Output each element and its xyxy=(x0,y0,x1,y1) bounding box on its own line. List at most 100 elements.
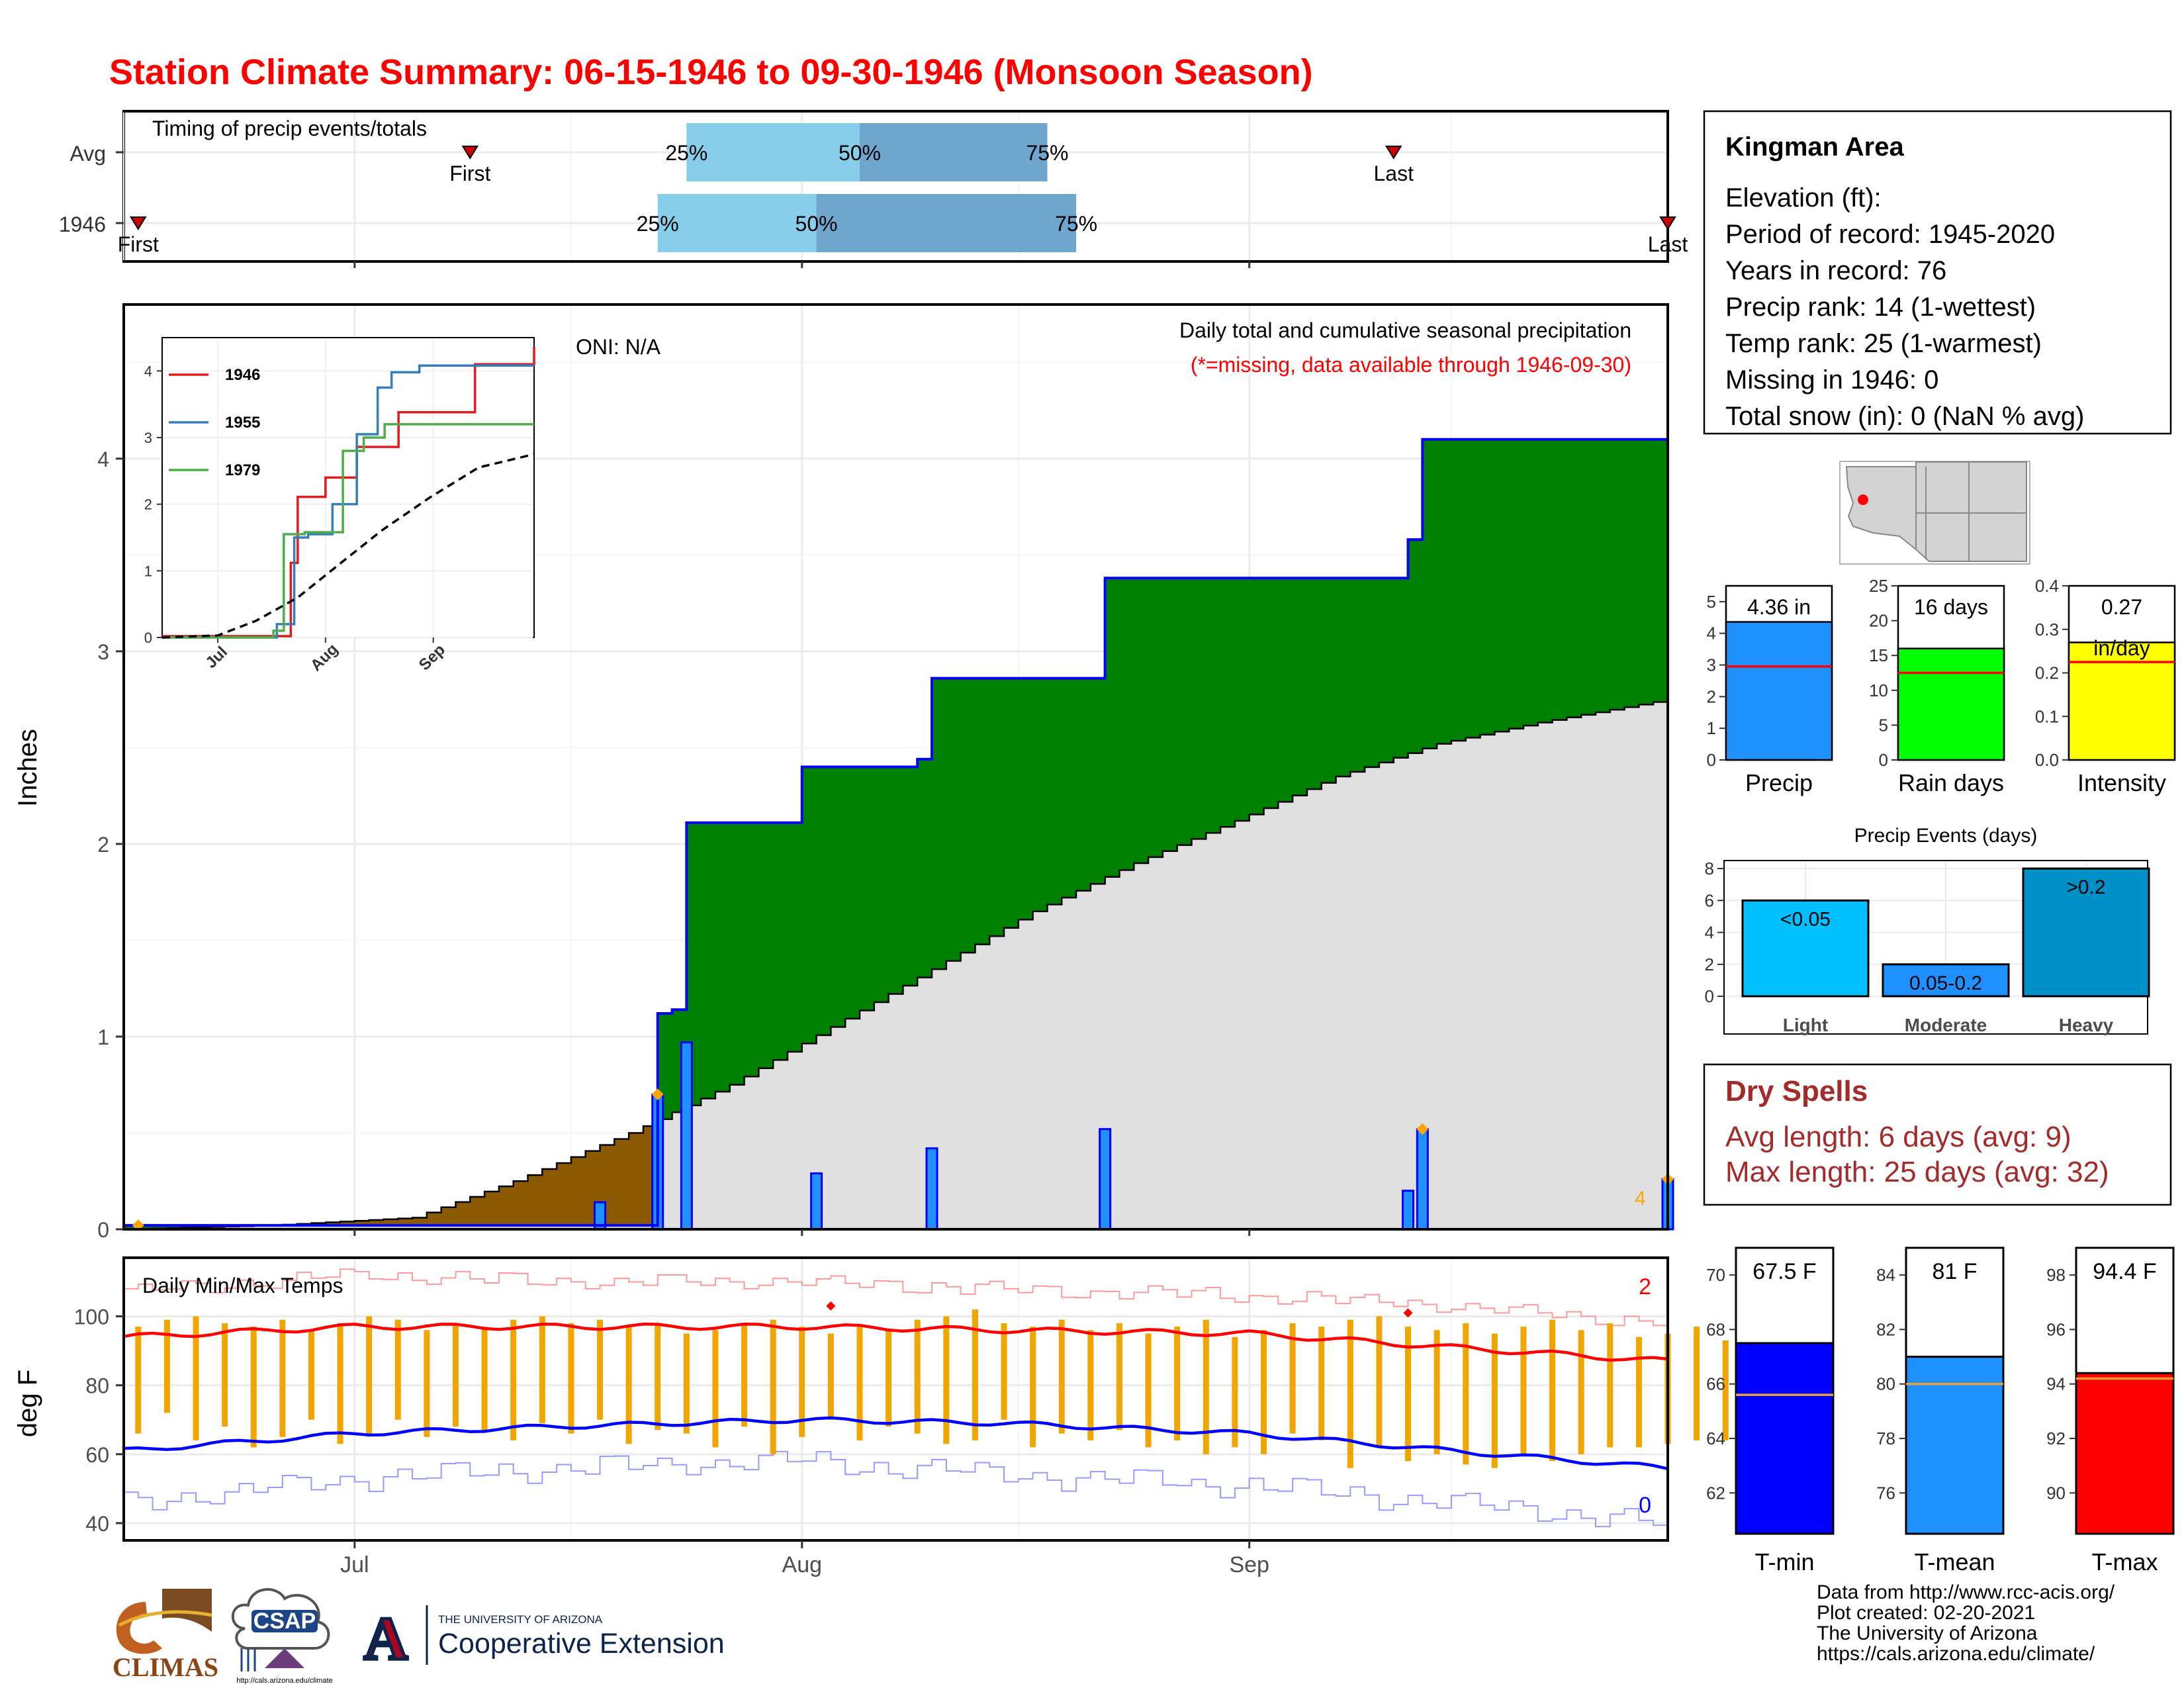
events-y-tick-label: 2 xyxy=(1705,955,1714,974)
page-title: Station Climate Summary: 06-15-1946 to 0… xyxy=(109,52,1313,92)
temp-bar-label: T-mean xyxy=(1914,1548,1995,1575)
summary-bar-y-tick-label: 5 xyxy=(1707,592,1716,612)
southwest-states-map xyxy=(1845,461,2027,562)
timing-p25-label: 25% xyxy=(665,141,707,165)
temp-y-tick-label: 100 xyxy=(74,1305,109,1329)
temp-bar-value-label: 94.4 F xyxy=(2093,1259,2156,1284)
daily-temp-range-bar xyxy=(1203,1319,1209,1454)
last-event-marker xyxy=(1385,146,1402,160)
summary-bar-y-tick-label: 20 xyxy=(1869,611,1888,631)
timing-iqr-upper xyxy=(816,194,1077,252)
timing-iqr-upper xyxy=(859,123,1048,181)
temp-bar-y-tick-label: 94 xyxy=(2046,1374,2066,1394)
temp-y-tick-label: 80 xyxy=(85,1374,109,1398)
summary-bar-y-tick-label: 3 xyxy=(1707,655,1716,675)
summary-bar-y-tick-label: 2 xyxy=(1707,686,1716,706)
last-event-label: Last xyxy=(1373,162,1414,185)
daily-temp-range-bar xyxy=(1694,1327,1700,1440)
summary-bar-y-tick-label: 1 xyxy=(1707,718,1716,738)
daily-precip-bar xyxy=(680,1041,693,1231)
precip-events-chart: Precip Events (days) 0 2 4 6 8 <0.05 Light 0.05… xyxy=(1705,825,2150,1035)
temp-bar-y-tick-label: 98 xyxy=(2046,1265,2066,1285)
summary-bar-rain_days: 0 5 10 15 20 25 16 days Rain days xyxy=(1869,576,2005,796)
info-precip-rank: Precip rank: 14 (1-wettest) xyxy=(1725,293,2036,322)
daily-temp-range-bar xyxy=(1260,1330,1267,1454)
month-x-tick-label: Jul xyxy=(340,1552,369,1577)
inset-legend-label: 1955 xyxy=(225,414,260,432)
daily-precip-bar xyxy=(1099,1128,1112,1231)
events-y-tick-label: 8 xyxy=(1705,859,1714,878)
precip-y-tick-label: 0 xyxy=(97,1218,109,1242)
temp-bar-value xyxy=(1735,1342,1835,1535)
temp-summary-bar-t-mean: 76 78 80 82 84 81 F T-mean xyxy=(1876,1246,2005,1575)
daily-temp-range-bar xyxy=(655,1323,661,1430)
average-cumulative-line xyxy=(124,699,1669,1231)
daily-temp-range-bar xyxy=(366,1316,373,1434)
daily-temp-range-bar xyxy=(481,1327,488,1430)
daily-temp-range-bar xyxy=(597,1319,604,1420)
temp-y-axis-title: deg F xyxy=(13,1370,42,1437)
inset-y-tick-label: 3 xyxy=(144,430,152,446)
record-low-count: 0 xyxy=(1639,1493,1651,1518)
inset-y-tick-label: 2 xyxy=(144,496,152,513)
events-y-tick-label: 6 xyxy=(1705,890,1714,910)
timing-panel: Timing of precip events/totals 25% 50% 75%… xyxy=(59,110,1688,268)
temp-bar-y-tick-label: 62 xyxy=(1706,1483,1725,1503)
timing-p75-label: 75% xyxy=(1055,212,1097,236)
summary-bar-label: Rain days xyxy=(1898,769,2004,796)
summary-bar-label: Intensity xyxy=(2077,769,2166,796)
daily-temp-range-bar xyxy=(1405,1327,1412,1462)
climas-logo-text: CLIMAS xyxy=(113,1652,218,1682)
inset-legend-label: 1946 xyxy=(225,366,260,384)
footer-plot-created: Plot created: 02-20-2021 xyxy=(1817,1602,2036,1624)
daily-precip-bar xyxy=(1416,1128,1429,1231)
summary-bar-y-tick-label: 10 xyxy=(1869,680,1888,700)
events-category-label: Heavy xyxy=(2059,1015,2114,1035)
cumulative-1946-line xyxy=(124,389,1669,1227)
timing-row-label-year: 1946 xyxy=(59,212,106,236)
temp-bar-y-tick-label: 96 xyxy=(2046,1319,2066,1339)
dry-spells-max: Max length: 25 days (avg: 32) xyxy=(1725,1156,2109,1188)
daily-temp-range-bar xyxy=(539,1316,545,1423)
info-period: Period of record: 1945-2020 xyxy=(1725,220,2055,249)
events-category-label: Moderate xyxy=(1905,1015,1987,1035)
summary-bar-y-tick-label: 5 xyxy=(1879,715,1888,735)
daily-temp-range-bar xyxy=(1145,1333,1152,1448)
inset-y-tick-label: 1 xyxy=(144,563,152,579)
summary-bar-value-label: 16 days xyxy=(1914,595,1988,619)
precip-y-tick-label: 1 xyxy=(97,1025,109,1049)
station-location-dot xyxy=(1858,494,1868,505)
inset-legend-label: 1979 xyxy=(225,461,260,479)
summary-bar-value-unit: in/day xyxy=(2093,636,2150,660)
events-category-label: Light xyxy=(1783,1015,1828,1035)
events-bar-label: >0.2 xyxy=(2066,876,2105,898)
daily-temp-range-bar xyxy=(943,1316,950,1444)
daily-temp-range-bar xyxy=(1491,1333,1498,1468)
summary-bar-intensity: 0.0 0.1 0.2 0.3 0.4 0.27 in/day Intensity xyxy=(2035,576,2176,796)
missing-data-note: (*=missing, data available through 1946-… xyxy=(1191,353,1631,377)
summary-bar-y-tick-label: 25 xyxy=(1869,576,1888,596)
daily-temp-range-bar xyxy=(308,1330,314,1420)
timing-row-label-avg: Avg xyxy=(69,142,106,165)
normal-high-line xyxy=(123,1323,1668,1362)
daily-temp-range-bar xyxy=(1058,1319,1065,1434)
oni-label: ONI: N/A xyxy=(576,335,661,359)
ua-cooperative-extension: Cooperative Extension xyxy=(438,1628,725,1660)
precip-panel-subtitle: Daily total and cumulative seasonal prec… xyxy=(1179,318,1631,342)
record-temp-marker xyxy=(1403,1308,1413,1318)
daily-temp-range-bar xyxy=(1722,1340,1729,1440)
daily-temp-range-bar xyxy=(625,1327,632,1444)
precip-y-axis-title: Inches xyxy=(13,729,42,807)
footer-url: https://cals.arizona.edu/climate/ xyxy=(1817,1643,2095,1665)
first-event-marker xyxy=(461,146,479,160)
temp-bar-y-tick-label: 84 xyxy=(1876,1265,1895,1285)
daily-precip-bar xyxy=(1402,1190,1415,1231)
daily-temp-range-bar xyxy=(1607,1323,1614,1448)
daily-temp-range-bar xyxy=(886,1330,892,1427)
inset-y-tick-label: 0 xyxy=(144,630,152,646)
timing-p25-label: 25% xyxy=(637,212,679,236)
temp-bar-y-tick-label: 70 xyxy=(1706,1265,1725,1285)
daily-temp-range-bar xyxy=(222,1323,228,1427)
